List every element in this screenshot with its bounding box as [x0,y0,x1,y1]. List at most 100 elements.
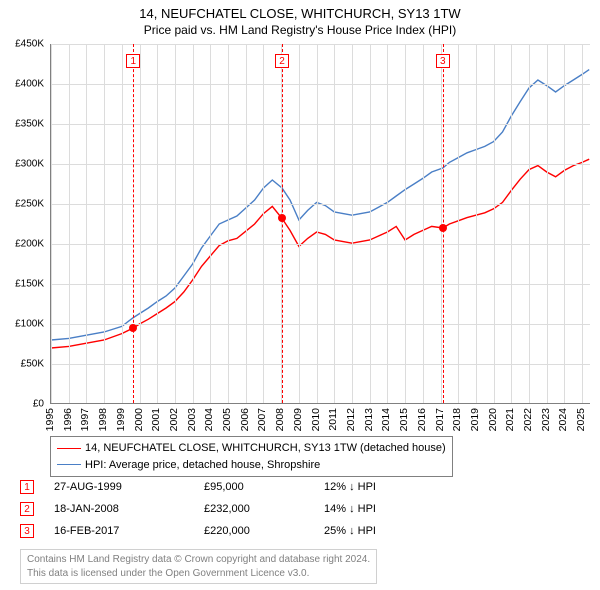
legend-label: HPI: Average price, detached house, Shro… [85,459,320,471]
x-axis-label: 2025 [575,408,587,431]
sales-row: 1 27-AUG-1999£95,00012% ↓ HPI [20,476,444,498]
x-axis-label: 2004 [203,408,215,431]
sales-row-number: 1 [20,480,34,494]
x-axis-label: 2017 [434,408,446,431]
chart-title: 14, NEUFCHATEL CLOSE, WHITCHURCH, SY13 1… [0,0,600,38]
x-axis-label: 2016 [416,408,428,431]
gridline-v [263,44,264,403]
attribution-line-2: This data is licensed under the Open Gov… [27,567,370,581]
legend: 14, NEUFCHATEL CLOSE, WHITCHURCH, SY13 1… [50,436,453,477]
gridline-v [529,44,530,403]
x-axis-label: 2021 [504,408,516,431]
sale-marker-dot [439,224,447,232]
gridline-v [511,44,512,403]
x-axis-label: 2013 [363,408,375,431]
gridline-v [51,44,52,403]
gridline-v [370,44,371,403]
gridline-v [69,44,70,403]
sale-marker-number: 3 [436,54,450,68]
y-axis-label: £400K [15,79,44,90]
x-axis-label: 2014 [380,408,392,431]
gridline-v [210,44,211,403]
y-axis-label: £250K [15,199,44,210]
legend-item: HPI: Average price, detached house, Shro… [57,457,446,474]
line-series-svg [51,44,591,404]
x-axis-label: 2002 [168,408,180,431]
sales-row-date: 18-JAN-2008 [54,503,204,515]
gridline-h [51,204,590,205]
x-axis-label: 1997 [79,408,91,431]
title-line-2: Price paid vs. HM Land Registry's House … [0,23,600,39]
x-axis-label: 2009 [292,408,304,431]
gridline-v [175,44,176,403]
x-axis-label: 2011 [327,408,339,431]
title-line-1: 14, NEUFCHATEL CLOSE, WHITCHURCH, SY13 1… [0,6,600,23]
x-axis-label: 1998 [97,408,109,431]
sale-marker-dot [129,324,137,332]
gridline-v [423,44,424,403]
x-axis-label: 2006 [239,408,251,431]
x-axis-label: 2003 [186,408,198,431]
x-axis-label: 1995 [44,408,56,431]
x-axis-label: 2010 [310,408,322,431]
gridline-v [317,44,318,403]
sales-row-price: £220,000 [204,525,324,537]
sales-row-price: £95,000 [204,481,324,493]
gridline-v [458,44,459,403]
x-axis-label: 2019 [469,408,481,431]
attribution: Contains HM Land Registry data © Crown c… [20,549,377,584]
x-axis-label: 2023 [540,408,552,431]
gridline-v [140,44,141,403]
gridline-v [246,44,247,403]
y-axis-label: £300K [15,159,44,170]
gridline-h [51,364,590,365]
legend-swatch [57,464,81,465]
sales-row: 2 18-JAN-2008£232,00014% ↓ HPI [20,498,444,520]
gridline-v [476,44,477,403]
x-axis-label: 2024 [557,408,569,431]
gridline-v [86,44,87,403]
x-axis-label: 2015 [398,408,410,431]
sales-row-hpi: 12% ↓ HPI [324,481,444,493]
sales-row-date: 16-FEB-2017 [54,525,204,537]
x-axis-label: 2008 [274,408,286,431]
plot-region: 1 2 3 [50,44,590,404]
gridline-v [352,44,353,403]
sale-marker-dot [278,214,286,222]
gridline-v [104,44,105,403]
sales-row-number: 2 [20,502,34,516]
sale-marker-number: 1 [126,54,140,68]
x-axis-label: 2018 [451,408,463,431]
gridline-v [547,44,548,403]
x-axis-label: 1996 [62,408,74,431]
sale-marker-number: 2 [275,54,289,68]
gridline-h [51,284,590,285]
legend-item: 14, NEUFCHATEL CLOSE, WHITCHURCH, SY13 1… [57,440,446,457]
x-axis-label: 2001 [150,408,162,431]
sales-row-price: £232,000 [204,503,324,515]
sales-row-number: 3 [20,524,34,538]
sales-row-hpi: 14% ↓ HPI [324,503,444,515]
x-axis-label: 2000 [133,408,145,431]
gridline-h [51,124,590,125]
legend-label: 14, NEUFCHATEL CLOSE, WHITCHURCH, SY13 1… [85,442,446,454]
x-axis-label: 2020 [487,408,499,431]
sale-marker-line [282,44,283,403]
y-axis-label: £0 [33,399,44,410]
gridline-h [51,244,590,245]
gridline-v [334,44,335,403]
gridline-v [582,44,583,403]
y-axis-label: £150K [15,279,44,290]
x-axis-label: 2022 [522,408,534,431]
gridline-v [299,44,300,403]
gridline-v [494,44,495,403]
attribution-line-1: Contains HM Land Registry data © Crown c… [27,553,370,567]
sale-marker-line [133,44,134,403]
sales-row: 316-FEB-2017£220,00025% ↓ HPI [20,520,444,542]
sales-row-date: 27-AUG-1999 [54,481,204,493]
x-axis-label: 2007 [256,408,268,431]
x-axis-label: 2005 [221,408,233,431]
gridline-v [228,44,229,403]
sales-table: 1 27-AUG-1999£95,00012% ↓ HPI 2 18-JAN-2008… [20,476,444,542]
gridline-v [387,44,388,403]
